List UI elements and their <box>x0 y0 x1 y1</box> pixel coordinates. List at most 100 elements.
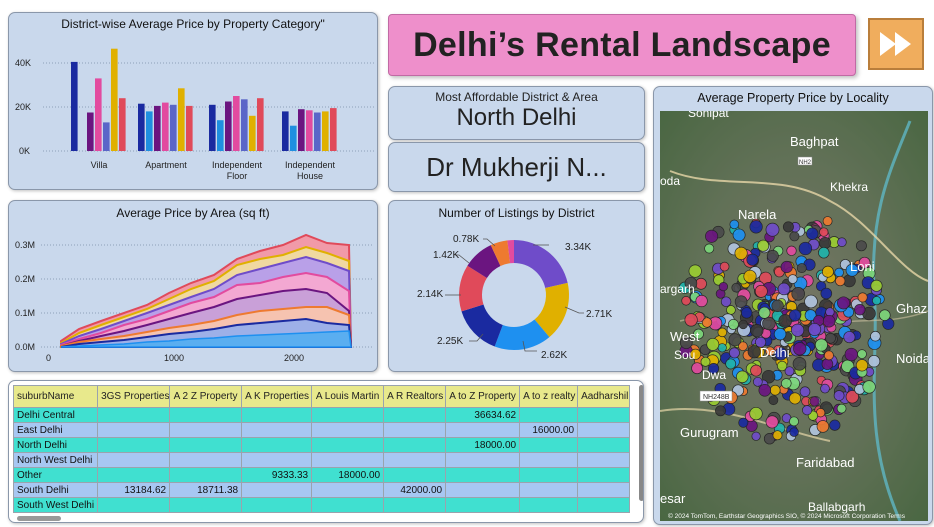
map-location-marker[interactable] <box>820 287 833 300</box>
map-location-marker[interactable] <box>845 390 859 404</box>
horizontal-scrollbar[interactable] <box>17 516 61 521</box>
donut-slice[interactable] <box>461 304 503 347</box>
map-location-marker[interactable] <box>734 246 748 260</box>
map-location-marker[interactable] <box>761 369 776 384</box>
map-location-marker[interactable] <box>695 294 708 308</box>
column-header[interactable]: Aadharshil <box>577 385 631 408</box>
map-location-marker[interactable] <box>837 296 850 310</box>
map-location-marker[interactable] <box>769 384 781 396</box>
category-bar[interactable] <box>162 102 169 151</box>
map-location-marker[interactable] <box>765 222 780 237</box>
category-bar[interactable] <box>71 61 78 151</box>
map-location-marker[interactable] <box>747 345 761 359</box>
map-location-marker[interactable] <box>819 236 832 250</box>
map-location-marker[interactable] <box>717 327 728 338</box>
map-location-marker[interactable] <box>720 296 732 307</box>
map-location-marker[interactable] <box>746 253 759 266</box>
column-header[interactable]: A K Properties <box>241 385 313 408</box>
donut-slice[interactable] <box>467 245 501 278</box>
next-page-button[interactable] <box>868 18 924 70</box>
table-row[interactable]: North West Delhi <box>12 452 631 468</box>
map-location-marker[interactable] <box>792 357 807 371</box>
map-location-marker[interactable] <box>766 249 779 262</box>
map-location-marker[interactable] <box>787 274 798 284</box>
map-location-marker[interactable] <box>809 396 820 407</box>
map-location-marker[interactable] <box>791 287 805 301</box>
map-location-marker[interactable] <box>843 331 856 344</box>
map-location-marker[interactable] <box>788 309 802 322</box>
map-location-marker[interactable] <box>870 279 883 292</box>
map-location-marker[interactable] <box>728 333 742 347</box>
map-location-marker[interactable] <box>799 386 811 398</box>
map-location-marker[interactable] <box>765 346 775 357</box>
map-location-marker[interactable] <box>879 309 891 321</box>
map-location-marker[interactable] <box>834 267 844 278</box>
map-location-marker[interactable] <box>743 269 757 283</box>
table-row[interactable]: East Delhi 16000.00 <box>12 422 631 438</box>
donut-slice[interactable] <box>514 240 568 288</box>
map-location-marker[interactable] <box>789 427 799 437</box>
column-header[interactable]: suburbName <box>12 385 99 408</box>
category-bar[interactable] <box>225 101 232 152</box>
map-location-marker[interactable] <box>738 319 748 330</box>
map-location-marker[interactable] <box>798 241 813 256</box>
category-bar[interactable] <box>249 115 256 151</box>
map-location-marker[interactable] <box>731 282 741 293</box>
map-location-marker[interactable] <box>778 314 792 328</box>
category-bar[interactable] <box>95 78 102 151</box>
table-row[interactable]: South West Delhi <box>12 497 631 513</box>
category-bar[interactable] <box>209 104 216 151</box>
map-location-marker[interactable] <box>796 263 807 274</box>
map-location-marker[interactable] <box>822 314 836 328</box>
map-location-marker[interactable] <box>771 299 784 312</box>
map-location-marker[interactable] <box>708 363 720 375</box>
map-location-marker[interactable] <box>780 260 793 274</box>
map-location-marker[interactable] <box>837 237 847 247</box>
category-bar[interactable] <box>186 105 193 151</box>
map-location-marker[interactable] <box>804 309 817 322</box>
map-location-marker[interactable] <box>774 347 788 361</box>
category-bar[interactable] <box>170 104 177 151</box>
map-location-marker[interactable] <box>736 370 749 384</box>
map-location-marker[interactable] <box>701 317 713 328</box>
map-location-marker[interactable] <box>728 347 740 359</box>
category-bar[interactable] <box>257 98 264 151</box>
map-location-marker[interactable] <box>693 328 704 340</box>
map-location-marker[interactable] <box>768 395 779 406</box>
map-location-marker[interactable] <box>727 318 739 330</box>
map-location-marker[interactable] <box>776 360 788 372</box>
category-bar[interactable] <box>282 111 289 151</box>
map-location-marker[interactable] <box>808 322 822 337</box>
map-location-marker[interactable] <box>757 239 770 252</box>
category-bar[interactable] <box>290 125 297 151</box>
map-location-marker[interactable] <box>752 376 763 387</box>
map-location-marker[interactable] <box>818 246 830 259</box>
map-location-marker[interactable] <box>750 364 763 377</box>
map-location-marker[interactable] <box>758 384 772 397</box>
category-bar[interactable] <box>298 109 305 151</box>
donut-slice[interactable] <box>494 319 550 350</box>
map-location-marker[interactable] <box>858 256 871 269</box>
column-header[interactable]: A to z realty <box>519 385 579 408</box>
map-location-marker[interactable] <box>719 261 730 272</box>
map-location-marker[interactable] <box>872 296 882 306</box>
map-location-marker[interactable] <box>782 221 794 233</box>
map-location-marker[interactable] <box>870 330 881 342</box>
map-location-marker[interactable] <box>789 231 800 242</box>
table-row[interactable]: South Delhi 13184.62 18711.38 42000.00 <box>12 482 631 498</box>
donut-slice[interactable] <box>507 240 514 264</box>
map-location-marker[interactable] <box>784 366 795 377</box>
map-location-marker[interactable] <box>772 430 783 441</box>
map-location-marker[interactable] <box>820 383 830 394</box>
category-bar[interactable] <box>217 120 224 151</box>
map-location-marker[interactable] <box>855 240 867 252</box>
map-location-marker[interactable] <box>749 220 763 234</box>
column-header[interactable]: A 2 Z Property <box>169 385 243 408</box>
map-location-marker[interactable] <box>706 337 720 351</box>
category-bar[interactable] <box>119 98 126 151</box>
map-location-marker[interactable] <box>788 392 802 405</box>
map-location-marker[interactable] <box>691 362 703 375</box>
map-location-marker[interactable] <box>789 416 799 427</box>
map-location-marker[interactable] <box>715 405 726 417</box>
map-location-marker[interactable] <box>718 282 728 292</box>
